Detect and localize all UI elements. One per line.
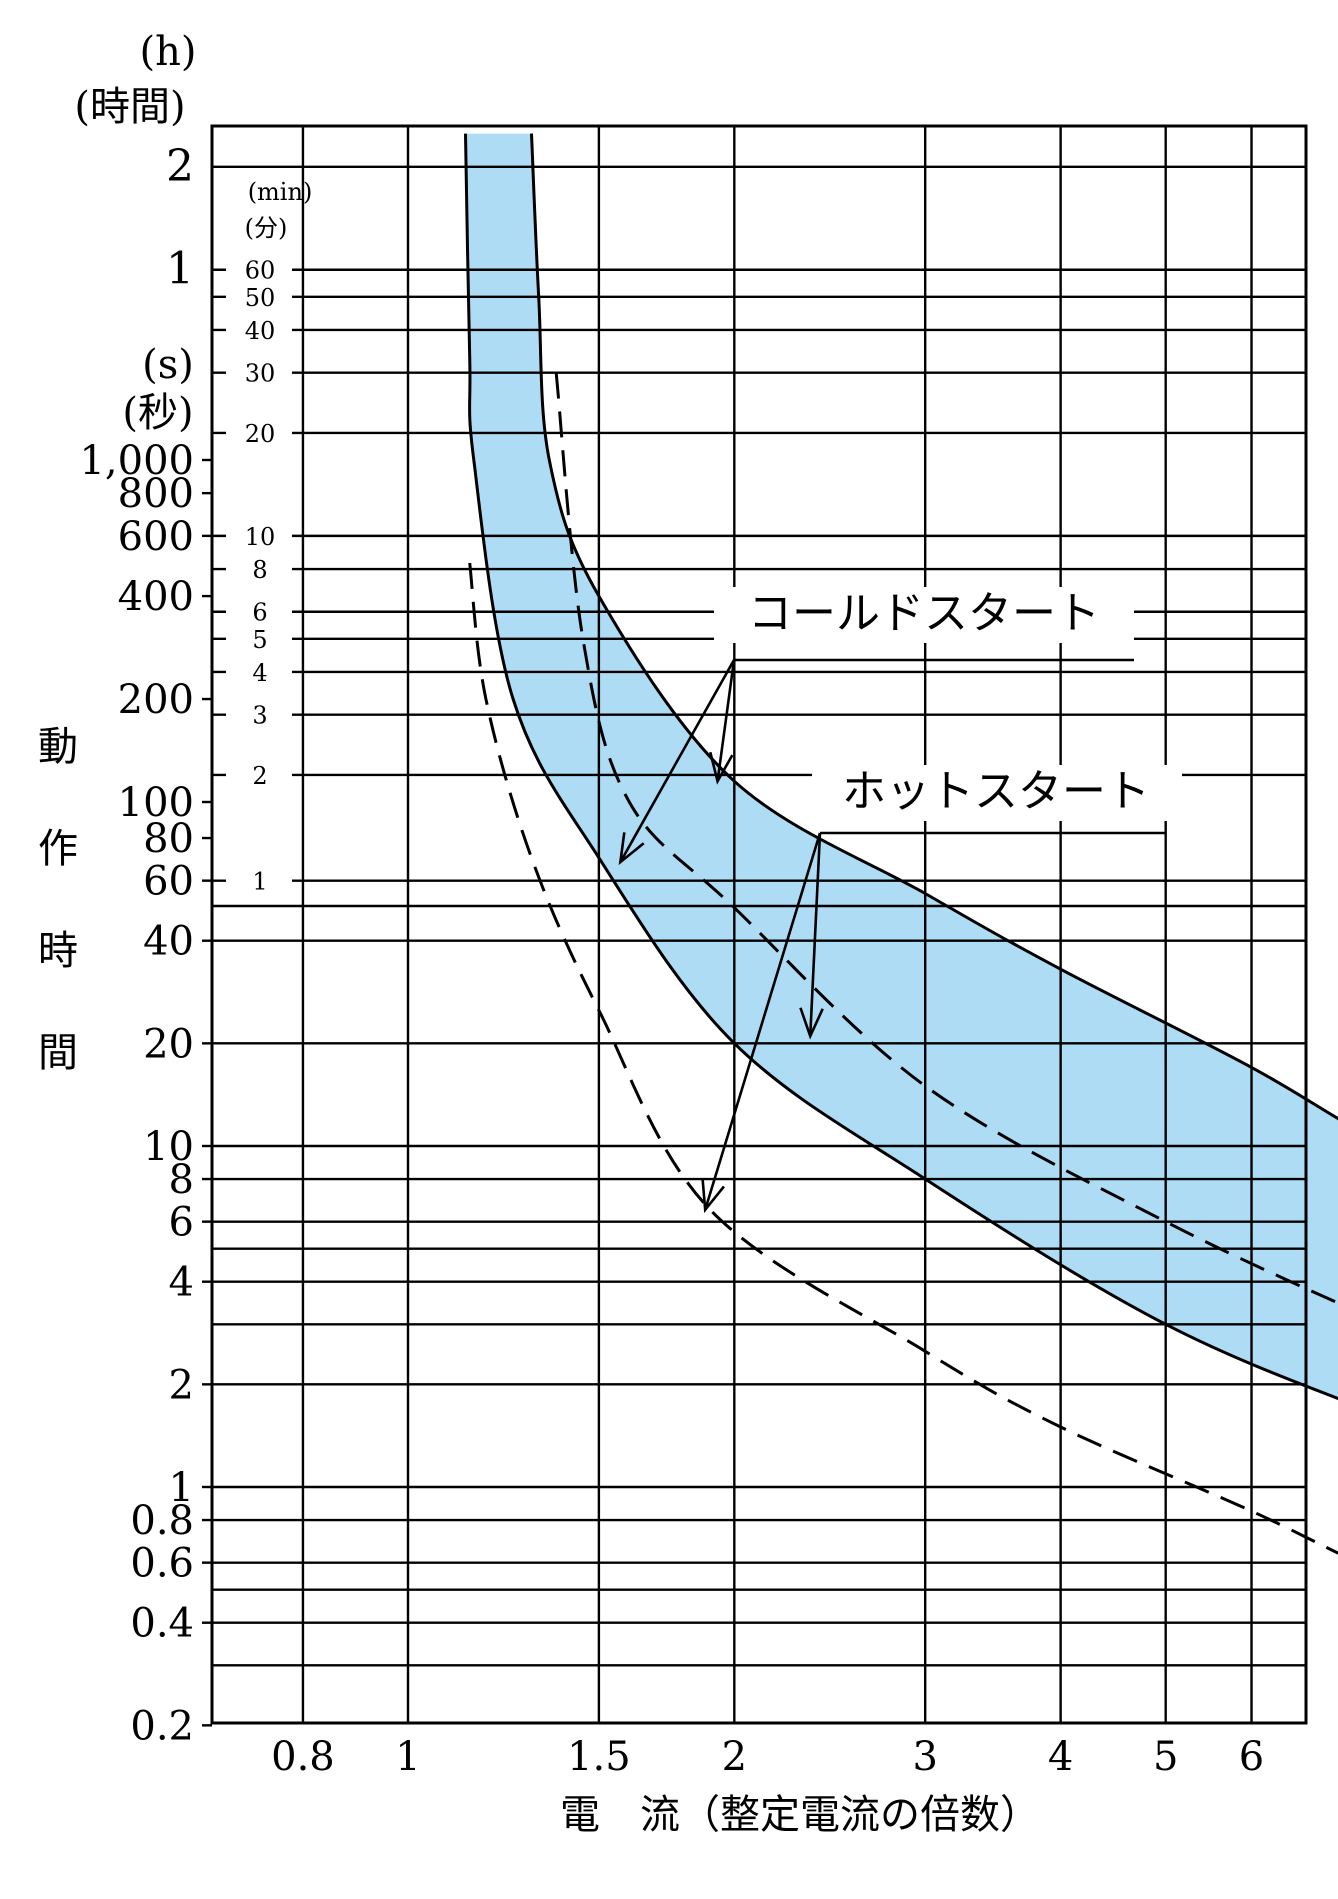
y-axis-title-char: 作 xyxy=(38,826,78,872)
x-tick-label: 4 xyxy=(1048,1734,1073,1780)
x-tick-label: 3 xyxy=(912,1734,937,1780)
y-axis-title-char: 動 xyxy=(38,724,78,770)
second-tick-label: 40 xyxy=(143,919,194,965)
y-axis-title-char: 時 xyxy=(38,928,78,974)
second-tick-label: 0.6 xyxy=(130,1541,194,1587)
second-tick-label: 80 xyxy=(143,816,194,862)
y-axis-title: 動作時間 xyxy=(38,724,78,1076)
cold-start-arrow-1 xyxy=(718,660,734,781)
second-tick-label: 6 xyxy=(169,1200,194,1246)
minute-tick-label: 8 xyxy=(252,556,267,584)
second-tick-label: 2 xyxy=(169,1362,194,1408)
second-tick-label: 4 xyxy=(169,1260,194,1306)
minute-tick-label: 20 xyxy=(245,420,276,448)
minute-tick-label: 50 xyxy=(245,284,276,312)
x-tick-label: 1 xyxy=(395,1734,420,1780)
minute-tick-label: 6 xyxy=(252,599,267,627)
cold-start-label: コールドスタート xyxy=(748,588,1100,639)
minute-tick-label: 40 xyxy=(245,317,276,345)
x-tick-label: 1.5 xyxy=(567,1734,631,1780)
x-tick-label: 0.8 xyxy=(271,1734,335,1780)
second-tick-label: 0.2 xyxy=(130,1703,194,1749)
y-axis-title-char: 間 xyxy=(38,1030,78,1076)
hour-tick-label: 2 xyxy=(166,141,194,192)
x-tick-label: 6 xyxy=(1239,1734,1264,1780)
second-tick-label: 400 xyxy=(118,574,194,620)
minute-tick-label: 4 xyxy=(252,659,267,687)
x-axis-title: 電 流（整定電流の倍数） xyxy=(560,1792,1040,1838)
minute-tick-label: 1 xyxy=(252,868,267,896)
second-tick-label: 0.4 xyxy=(130,1601,194,1647)
hours-unit-ja-label: (時間) xyxy=(74,84,185,130)
second-tick-label: 60 xyxy=(143,859,194,905)
minutes-unit-ja-label: (分) xyxy=(245,214,288,242)
second-tick-label: 200 xyxy=(118,677,194,723)
seconds-unit-ja-label: (秒) xyxy=(122,390,193,436)
second-tick-label: 8 xyxy=(169,1157,194,1203)
hour-tick-label: 1 xyxy=(166,244,194,295)
minute-tick-label: 3 xyxy=(252,702,267,730)
x-tick-label: 2 xyxy=(722,1734,747,1780)
minute-tick-label: 2 xyxy=(252,762,267,790)
minute-tick-label: 60 xyxy=(245,257,276,285)
minutes-unit-label: (min) xyxy=(248,178,313,206)
x-tick-label: 5 xyxy=(1153,1734,1178,1780)
minute-tick-label: 30 xyxy=(245,360,276,388)
hours-unit-label: (h) xyxy=(140,29,197,75)
second-tick-label: 600 xyxy=(118,514,194,560)
hot-start-label: ホットスタート xyxy=(842,766,1150,817)
second-tick-label: 20 xyxy=(143,1021,194,1067)
second-tick-label: 0.8 xyxy=(130,1498,194,1544)
minute-tick-label: 10 xyxy=(245,523,276,551)
second-tick-label: 800 xyxy=(118,471,194,517)
minute-tick-label: 5 xyxy=(252,626,267,654)
seconds-unit-label: (s) xyxy=(142,342,194,388)
